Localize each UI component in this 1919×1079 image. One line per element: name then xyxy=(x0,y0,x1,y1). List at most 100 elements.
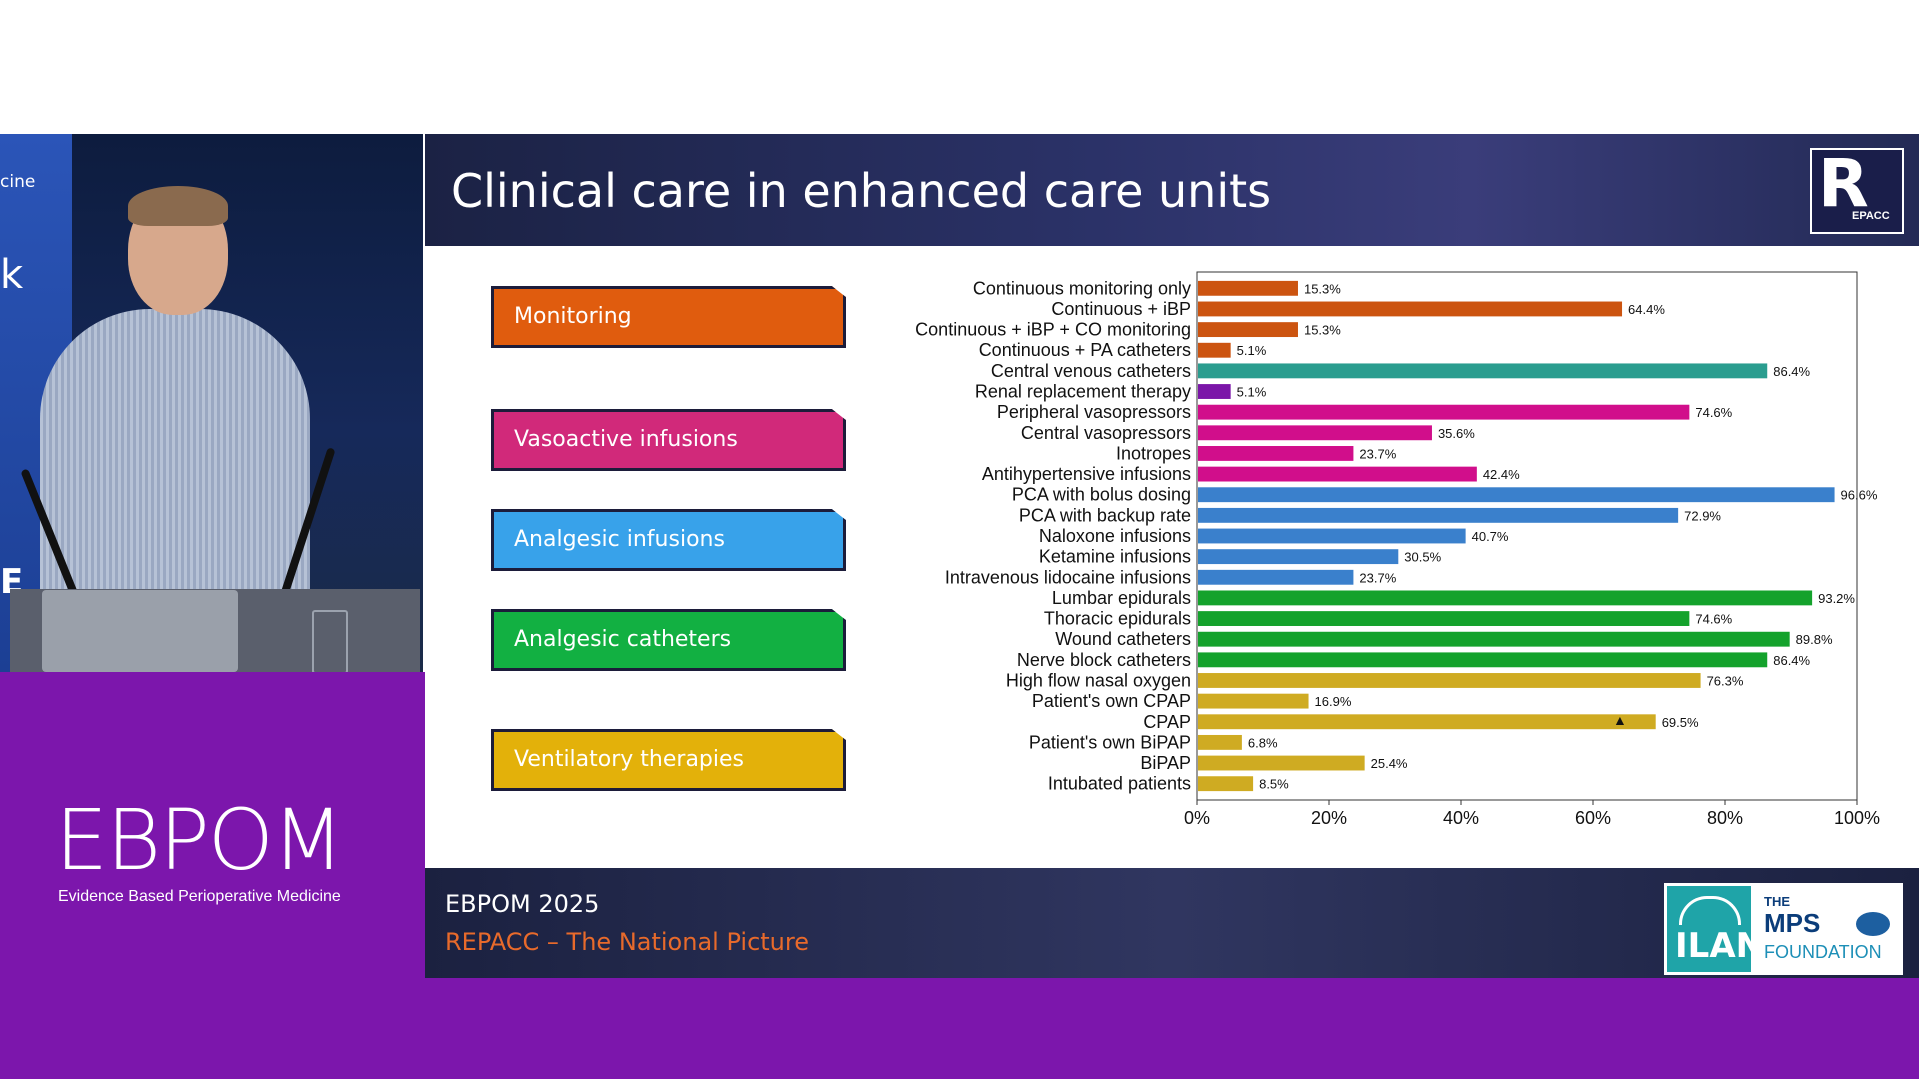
bar xyxy=(1198,631,1790,647)
data-label: 74.6% xyxy=(1695,405,1732,420)
footer-event: EBPOM 2025 xyxy=(445,890,600,918)
ilan-logo-mark xyxy=(1679,896,1741,925)
category-label: Naloxone infusions xyxy=(1039,526,1191,546)
speaker-video-panel: cine k E xyxy=(0,134,423,672)
ilan-logo: ILAN xyxy=(1664,883,1764,975)
bar xyxy=(1198,425,1432,441)
x-tick-label: 80% xyxy=(1707,808,1743,828)
bar xyxy=(1198,404,1690,420)
data-label: 42.4% xyxy=(1483,467,1520,482)
slide-title: Clinical care in enhanced care units xyxy=(451,164,1272,218)
category-label: Renal replacement therapy xyxy=(975,382,1191,402)
data-label: 72.9% xyxy=(1684,508,1721,523)
category-label: Intubated patients xyxy=(1048,774,1191,794)
data-label: 8.5% xyxy=(1259,777,1289,792)
category-label: Continuous + iBP + CO monitoring xyxy=(915,320,1191,340)
x-tick-label: 40% xyxy=(1443,808,1479,828)
data-label: 5.1% xyxy=(1237,385,1267,400)
water-glass xyxy=(312,610,348,672)
category-analgesic-catheters: Analgesic catheters xyxy=(491,609,846,671)
data-label: 89.8% xyxy=(1796,632,1833,647)
bar xyxy=(1198,466,1477,482)
bar xyxy=(1198,611,1690,626)
category-label: Patient's own CPAP xyxy=(1032,691,1191,711)
category-label: Lumbar epidurals xyxy=(1052,588,1191,608)
data-label: 86.4% xyxy=(1773,364,1810,379)
category-label: Central venous catheters xyxy=(991,361,1191,381)
mps-logo-name: MPS xyxy=(1764,908,1821,938)
data-label: 5.1% xyxy=(1237,343,1267,358)
category-label: Continuous monitoring only xyxy=(973,278,1191,298)
mps-logo-the: THE xyxy=(1764,894,1790,909)
slide-header: Clinical care in enhanced care units R E… xyxy=(425,134,1919,246)
data-label: 16.9% xyxy=(1315,694,1352,709)
category-label: High flow nasal oxygen xyxy=(1006,670,1191,690)
bar xyxy=(1198,507,1679,523)
bar xyxy=(1198,755,1365,771)
bar xyxy=(1198,363,1768,379)
bar xyxy=(1198,280,1298,296)
ebpom-tagline: Evidence Based Perioperative Medicine xyxy=(58,888,341,905)
bar xyxy=(1198,549,1399,565)
x-tick-label: 20% xyxy=(1311,808,1347,828)
category-ventilatory-therapies: Ventilatory therapies xyxy=(491,729,846,791)
data-label: 23.7% xyxy=(1359,446,1396,461)
speaker-hair xyxy=(128,186,228,226)
category-monitoring: Monitoring xyxy=(491,286,846,348)
data-label: 25.4% xyxy=(1371,756,1408,771)
category-label: PCA with backup rate xyxy=(1019,505,1191,525)
data-label: 86.4% xyxy=(1773,653,1810,668)
category-label: Wound catheters xyxy=(1055,629,1191,649)
category-label: Central vasopressors xyxy=(1021,423,1191,443)
bar xyxy=(1198,487,1835,503)
category-label: Thoracic epidurals xyxy=(1044,609,1191,629)
ilan-logo-text: ILAN xyxy=(1675,926,1765,966)
bar xyxy=(1198,652,1768,668)
bar xyxy=(1198,569,1354,585)
mps-logo-foundation: FOUNDATION xyxy=(1764,942,1882,962)
category-vasoactive-infusions: Vasoactive infusions xyxy=(491,409,846,471)
x-tick-label: 0% xyxy=(1184,808,1210,828)
bar xyxy=(1198,301,1623,317)
mps-foundation-logo: THE MPS FOUNDATION xyxy=(1751,883,1903,975)
bar xyxy=(1198,446,1354,461)
bar-chart: Continuous monitoring only 15.3% Continuou… xyxy=(915,271,1880,828)
category-label: Patient's own BiPAP xyxy=(1029,732,1191,752)
banner-text-fragment: k xyxy=(0,252,24,298)
data-label: 74.6% xyxy=(1695,612,1732,627)
repacc-logo-letter: R xyxy=(1818,145,1869,222)
bar xyxy=(1198,342,1231,358)
category-analgesic-infusions: Analgesic infusions xyxy=(491,509,846,571)
bar xyxy=(1198,673,1701,688)
category-label: CPAP xyxy=(1143,712,1191,732)
category-label: Continuous + iBP xyxy=(1051,299,1191,319)
slide-footer: EBPOM 2025 REPACC – The National Picture… xyxy=(425,868,1919,978)
category-label: PCA with bolus dosing xyxy=(1012,485,1191,505)
data-label: 30.5% xyxy=(1404,550,1441,565)
category-label: BiPAP xyxy=(1140,753,1191,773)
plot-frame xyxy=(1196,271,1858,801)
bar xyxy=(1198,693,1309,709)
slide-body: Monitoring Vasoactive infusions Analgesi… xyxy=(425,246,1919,868)
data-label: 35.6% xyxy=(1438,426,1475,441)
laptop xyxy=(42,590,238,672)
bar xyxy=(1198,590,1813,606)
data-label: 69.5% xyxy=(1662,715,1699,730)
data-label: 93.2% xyxy=(1818,591,1855,606)
bar xyxy=(1198,776,1254,792)
x-tick-label: 60% xyxy=(1575,808,1611,828)
bar xyxy=(1198,734,1242,750)
repacc-logo: R EPACC xyxy=(1810,148,1904,234)
data-label: 6.8% xyxy=(1248,735,1278,750)
footer-subtitle: REPACC – The National Picture xyxy=(445,928,809,956)
bar xyxy=(1198,322,1298,338)
category-label: Antihypertensive infusions xyxy=(982,464,1191,484)
data-label: 15.3% xyxy=(1304,281,1341,296)
mps-globe-icon xyxy=(1856,912,1890,936)
category-label: Intravenous lidocaine infusions xyxy=(945,567,1191,587)
data-label: 64.4% xyxy=(1628,302,1665,317)
bar xyxy=(1198,528,1466,544)
category-label: Peripheral vasopressors xyxy=(997,402,1191,422)
ebpom-logo: EBPOM xyxy=(55,791,344,889)
mouse-cursor-icon: ▲ xyxy=(1613,712,1627,728)
